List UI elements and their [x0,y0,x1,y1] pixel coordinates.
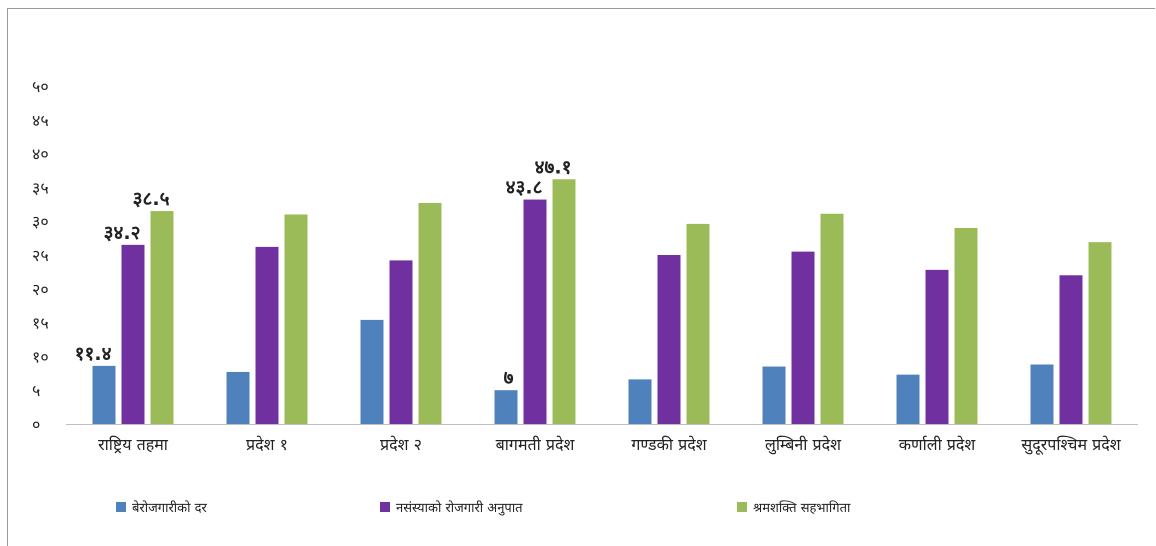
x-tick-label: लुम्बिनी प्रदेश [765,435,842,455]
bar [657,255,681,424]
category-labels: राष्ट्रिय तहमा प्रदेश १ प्रदेश २ बागमती प्र… [98,435,1122,455]
y-tick-label: ० [32,415,40,434]
data-label: ११.४ [75,343,112,365]
y-tick-label: ४५ [32,111,49,130]
y-axis-ticks: ० ५ १० १५ २० २५ ३० ३५ ४० ४५ ५० [32,77,49,434]
bar [418,202,442,424]
x-tick-label: कर्णाली प्रदेश [899,435,977,454]
data-labels: ११.४ ३४.२ ३८.५ ७ ४३.८४७.१ [75,156,572,389]
bar [791,251,815,424]
x-tick-label: सुदूरपश्चिम प्रदेश [1021,435,1121,455]
data-label: ४३.८ [506,177,543,199]
bar [762,366,786,424]
legend-label: बेरोजगारीको दर [132,500,208,516]
bar [896,374,920,424]
bar [686,223,710,424]
legend-swatch [116,502,126,512]
data-label: ४७.१ [535,156,572,178]
x-tick-label: प्रदेश २ [380,435,422,454]
bar [150,211,174,424]
x-tick-label: राष्ट्रिय तहमा [98,435,169,454]
y-tick-label: ५० [32,77,49,96]
legend-swatch [380,502,390,512]
bar [552,179,576,424]
y-tick-label: ३० [32,212,49,231]
chart-frame [7,8,1155,546]
legend-swatch [737,502,747,512]
bar [389,260,413,424]
y-tick-label: १५ [32,314,49,333]
bar [1030,364,1054,424]
x-tick-label: बागमती प्रदेश [496,435,576,454]
y-tick-label: २० [32,280,49,299]
data-label: ७ [504,367,514,389]
legend-label: श्रमशक्ति सहभागिता [753,500,851,516]
x-tick-label: प्रदेश १ [246,435,288,454]
bar [226,371,250,424]
y-tick-label: ५ [32,381,40,400]
bar [92,365,116,424]
bar [954,227,978,424]
bar [820,213,844,424]
y-tick-label: १० [32,347,49,366]
legend-label: नसंस्याको रोजगारी अनुपात [396,500,523,516]
x-tick-label: गण्डकी प्रदेश [631,435,707,454]
bar [284,214,308,424]
bar [255,246,279,424]
y-tick-label: ३५ [32,178,49,197]
bar [1088,242,1112,424]
legend: बेरोजगारीको दर नसंस्याको रोजगारी अनुपात श्… [116,500,851,516]
bar [1059,275,1083,424]
y-tick-label: ४० [32,145,49,164]
bar [925,269,949,424]
data-label: ३८.५ [133,188,170,210]
bar [628,379,652,424]
y-tick-label: २५ [32,246,49,265]
data-label: ३४.२ [104,222,141,244]
bar [360,319,384,424]
bar [494,390,518,424]
bar [121,244,145,424]
bars [92,179,1112,424]
bar [523,199,547,424]
